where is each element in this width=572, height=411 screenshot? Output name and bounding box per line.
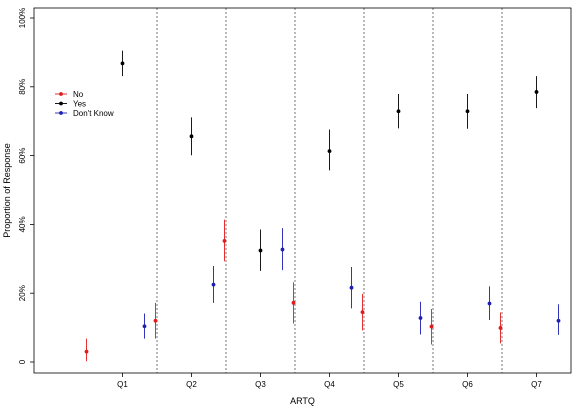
x-tick-label: Q2 [186, 380, 197, 389]
data-point [291, 300, 296, 305]
data-point [429, 324, 434, 329]
series-no [84, 219, 503, 362]
y-axis-title: Proportion of Response [2, 143, 12, 238]
data-point [211, 282, 216, 287]
data-point [327, 149, 332, 154]
data-point [487, 301, 492, 306]
data-point [534, 90, 539, 94]
data-point [396, 109, 401, 114]
legend-label: Yes [73, 100, 86, 109]
data-point [556, 318, 561, 323]
legend-marker [59, 101, 63, 106]
data-point [84, 349, 89, 354]
category-dividers [156, 8, 503, 373]
data-point [120, 61, 125, 66]
x-tick-label: Q1 [117, 380, 128, 389]
x-tick-label: Q3 [255, 380, 266, 389]
y-tick-label: 0 [18, 359, 27, 364]
data-point [153, 318, 158, 323]
axes: 0 20% 40% 60% 80% 100% Q1 Q2 Q3 Q4 Q5 Q6 Q7 [18, 7, 572, 389]
data-point [142, 324, 147, 329]
y-tick-label: 60% [18, 148, 27, 164]
series-yes [120, 50, 539, 271]
plot-frame [33, 7, 572, 374]
y-tick-label: 100% [18, 8, 27, 28]
data-point [222, 239, 227, 243]
x-tick-label: Q7 [531, 380, 542, 389]
legend-marker [59, 111, 63, 115]
data-point [418, 316, 423, 320]
legend-label: Don't Know [73, 109, 114, 118]
data-point [498, 326, 503, 330]
x-tick-label: Q5 [393, 380, 404, 389]
data-point [465, 109, 470, 114]
x-tick-label: Q4 [324, 380, 335, 389]
x-axis-title: ARTQ [290, 396, 315, 406]
x-tick-label: Q6 [462, 380, 473, 389]
data-point [360, 310, 365, 315]
y-tick-label: 80% [18, 79, 27, 95]
data-point [349, 285, 354, 290]
data-point [258, 248, 263, 253]
legend-marker [59, 92, 63, 96]
data-marks [84, 50, 561, 362]
y-tick-label: 40% [18, 216, 27, 232]
legend-label: No [73, 90, 84, 99]
series-don-t-know [142, 228, 561, 339]
y-tick-label: 20% [18, 285, 27, 301]
data-point [189, 134, 194, 139]
data-point [280, 247, 285, 252]
